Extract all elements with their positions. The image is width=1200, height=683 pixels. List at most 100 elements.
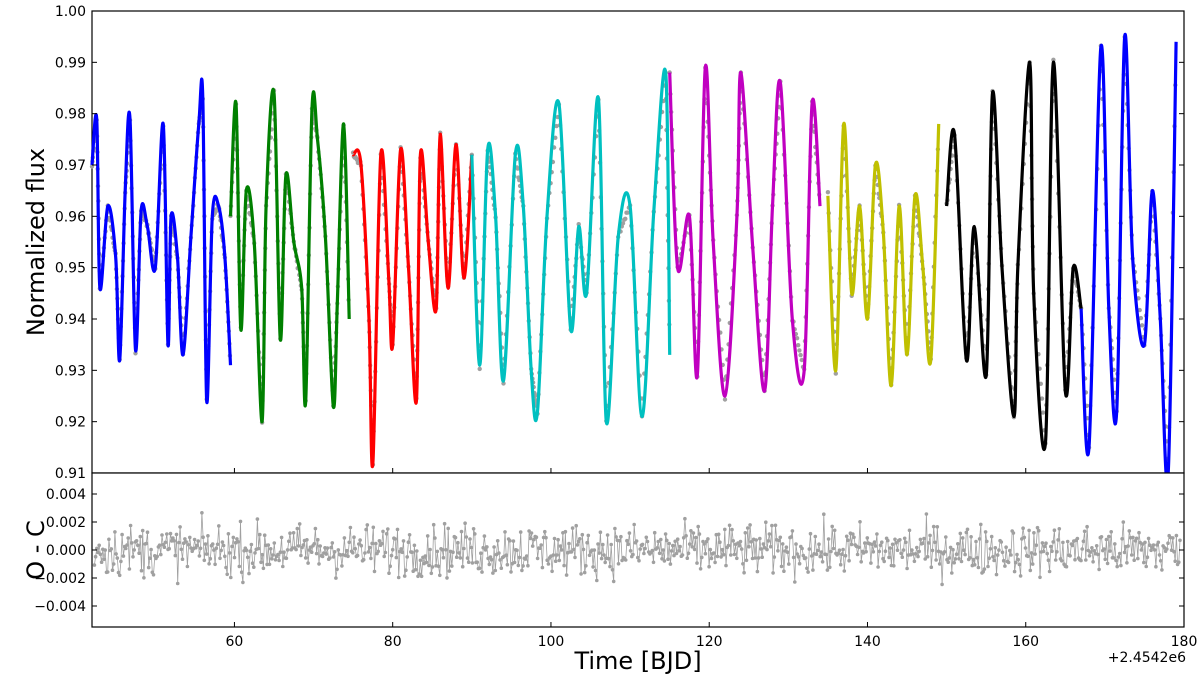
residual-point <box>935 525 940 529</box>
residual-point <box>1001 558 1006 563</box>
residual-point <box>904 540 908 545</box>
residual-point <box>1003 564 1007 568</box>
residual-point <box>963 552 967 557</box>
residual-point <box>923 557 927 561</box>
residual-point <box>314 551 319 556</box>
residual-point <box>114 552 118 556</box>
residual-point <box>692 547 697 552</box>
residual-point <box>708 547 713 552</box>
residual-point <box>387 571 391 575</box>
flux-y-axis-label: Normalized flux <box>22 148 50 336</box>
residual-point <box>1073 557 1077 562</box>
residual-point <box>597 551 601 555</box>
residual-point <box>976 565 981 570</box>
residual-point <box>1108 549 1112 553</box>
residual-point <box>780 542 785 546</box>
residual-point <box>1033 552 1037 556</box>
residual-point <box>863 541 867 545</box>
residual-point <box>226 532 231 536</box>
residual-point <box>167 546 171 551</box>
residual-y-tick-label: 0.000 <box>46 543 86 559</box>
residual-point <box>512 560 517 565</box>
residual-point <box>546 562 551 566</box>
flux-y-tick-label: 0.92 <box>55 415 86 431</box>
residual-point <box>334 576 338 580</box>
residual-point <box>878 543 883 548</box>
residual-point <box>285 548 290 552</box>
residual-point <box>921 541 925 545</box>
residual-point <box>840 552 844 556</box>
residual-point <box>768 544 773 549</box>
residual-point <box>214 546 219 550</box>
residual-point <box>317 562 321 566</box>
residual-point <box>765 547 769 552</box>
residual-point <box>718 540 722 544</box>
residual-point <box>241 580 245 585</box>
flux-data-point <box>554 123 559 129</box>
residual-point <box>113 530 117 534</box>
residual-point <box>611 579 616 584</box>
residual-point <box>1035 525 1040 530</box>
residual-point <box>642 551 646 556</box>
residual-point <box>145 530 150 534</box>
flux-y-tick-label: 0.93 <box>55 363 86 379</box>
residual-point <box>1136 556 1140 561</box>
residual-point <box>1029 551 1034 555</box>
residual-point <box>404 568 408 572</box>
residual-point <box>412 543 417 548</box>
residual-point <box>636 555 640 560</box>
residual-point <box>1030 562 1035 566</box>
residual-point <box>1156 540 1161 545</box>
residual-point <box>213 562 217 567</box>
residual-point <box>457 551 461 555</box>
residual-point <box>183 537 187 541</box>
residual-point <box>539 543 543 547</box>
residual-point <box>1018 574 1023 578</box>
residual-point <box>218 556 222 561</box>
residual-point <box>982 567 987 571</box>
residual-point <box>268 547 273 551</box>
residual-point <box>332 550 337 554</box>
residual-point <box>562 563 566 568</box>
residual-point <box>198 546 203 551</box>
residual-point <box>608 564 612 569</box>
residual-point <box>959 559 964 564</box>
residual-point <box>951 547 955 552</box>
residual-point <box>1006 560 1011 565</box>
residual-point <box>1068 554 1072 558</box>
residual-point <box>830 524 834 529</box>
residual-point <box>401 539 406 543</box>
residual-point <box>569 550 574 554</box>
flux-data-point <box>625 210 630 215</box>
residual-point <box>239 570 244 574</box>
residual-point <box>956 542 960 546</box>
residual-point <box>1149 548 1153 553</box>
residual-point <box>393 537 397 541</box>
residual-point <box>1004 545 1008 549</box>
residual-point <box>1099 535 1104 539</box>
residual-point <box>469 545 474 550</box>
residual-point <box>352 535 356 539</box>
residual-point <box>492 545 496 549</box>
residual-point <box>128 523 133 528</box>
residual-point <box>527 529 531 533</box>
flux-data-point <box>1138 315 1144 321</box>
residual-point <box>1046 558 1051 562</box>
residual-point <box>550 569 554 574</box>
residual-point <box>720 547 725 552</box>
residual-point <box>1122 550 1127 555</box>
residual-point <box>609 542 613 547</box>
residual-point <box>582 570 587 575</box>
residual-point <box>171 536 175 540</box>
residual-point <box>406 540 411 544</box>
residual-point <box>756 556 761 560</box>
residual-point <box>532 537 536 542</box>
residual-point <box>1142 560 1146 565</box>
residual-point <box>188 535 192 540</box>
residual-point <box>93 554 98 559</box>
residual-point <box>741 562 745 566</box>
residual-y-tick-label: −0.004 <box>34 599 86 615</box>
residual-point <box>948 545 953 550</box>
residual-point <box>417 572 422 576</box>
residual-point <box>287 539 291 544</box>
